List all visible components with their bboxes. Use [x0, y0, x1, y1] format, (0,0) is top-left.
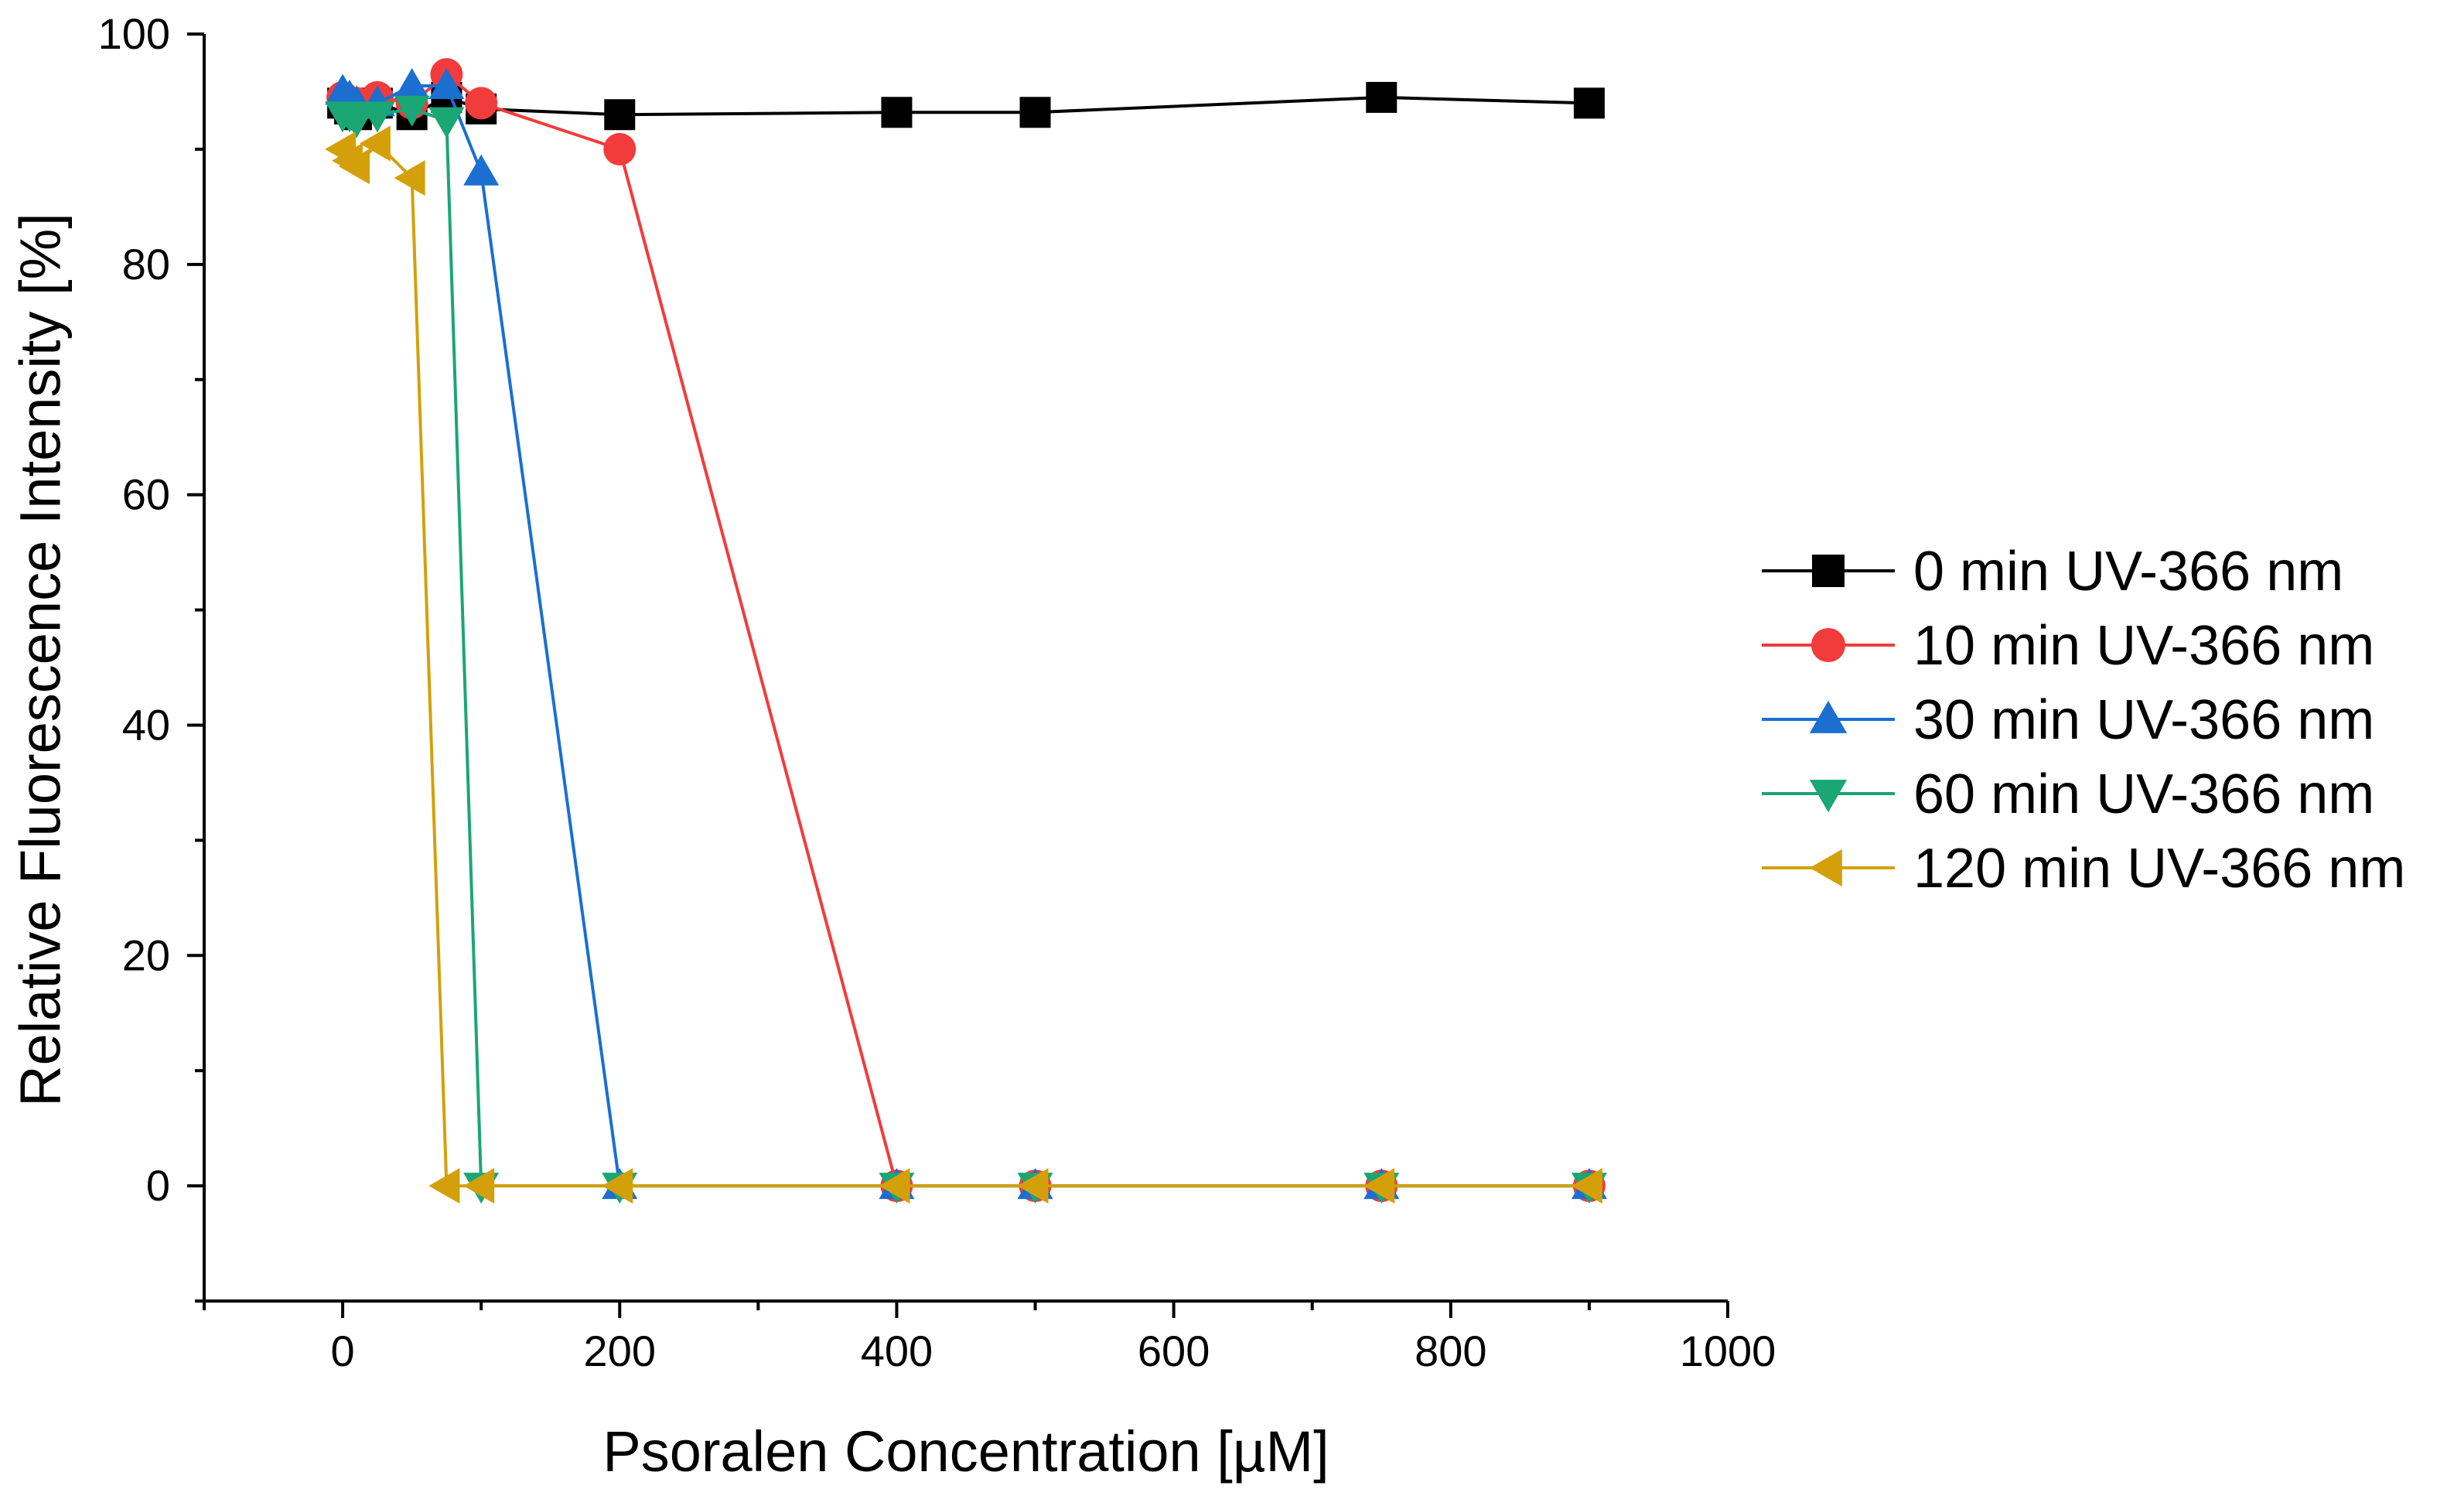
y-tick-label: 100 — [98, 9, 170, 58]
x-tick-label: 600 — [1138, 1327, 1210, 1375]
data-point — [465, 87, 497, 119]
x-tick-label: 0 — [331, 1327, 355, 1375]
x-tick-label: 1000 — [1680, 1327, 1776, 1375]
legend-label: 60 min UV-366 nm — [1913, 763, 2374, 825]
y-tick-label: 80 — [122, 240, 170, 289]
data-point — [603, 133, 636, 166]
data-point — [1366, 82, 1397, 113]
y-tick-label: 0 — [146, 1161, 170, 1210]
y-tick-label: 40 — [122, 700, 170, 749]
data-point — [881, 97, 912, 128]
y-tick-label: 20 — [122, 931, 170, 979]
chart: 0204060801000 200 400 600 800 1000Psoralen Co… — [0, 0, 2464, 1506]
legend-label: 30 min UV-366 nm — [1913, 689, 2374, 751]
x-axis-title: Psoralen Concentration [µM] — [602, 1419, 1329, 1484]
legend-marker — [1811, 628, 1845, 662]
data-point — [604, 99, 635, 130]
x-tick-label: 800 — [1415, 1327, 1486, 1375]
legend-label: 120 min UV-366 nm — [1913, 838, 2405, 900]
legend-label: 0 min UV-366 nm — [1913, 541, 2343, 603]
legend-label: 10 min UV-366 nm — [1913, 615, 2374, 677]
legend-marker — [1812, 555, 1845, 587]
x-tick-label: 200 — [584, 1327, 656, 1375]
x-tick-label: 400 — [861, 1327, 933, 1375]
chart-background — [0, 0, 2464, 1506]
data-point — [1574, 87, 1605, 118]
data-point — [1020, 97, 1051, 128]
y-axis-title: Relative Fluorescence Intensity [%] — [9, 213, 73, 1107]
y-tick-label: 60 — [122, 470, 170, 519]
